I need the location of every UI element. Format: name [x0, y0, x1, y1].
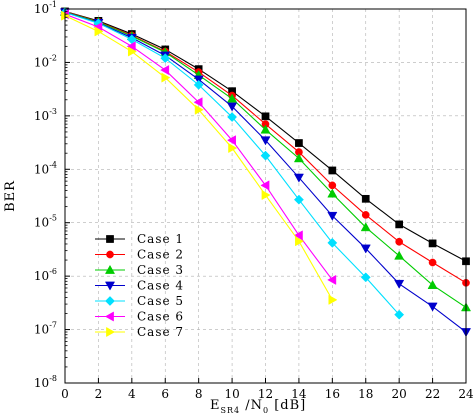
data-point [361, 211, 370, 219]
x-tick-label: 2 [95, 387, 103, 401]
y-tick-label: 10-1 [34, 0, 57, 16]
legend-label: Case 1 [137, 232, 184, 246]
legend-label: Case 6 [137, 310, 184, 324]
legend-label: Case 2 [137, 248, 184, 262]
data-point [260, 136, 271, 146]
data-point [194, 104, 204, 115]
data-point [127, 46, 137, 57]
data-point [428, 258, 437, 267]
data-point [328, 166, 337, 175]
data-point [394, 309, 405, 320]
legend-marker [104, 281, 116, 291]
legend-entry: Case 7 [95, 325, 184, 339]
data-point [261, 189, 271, 201]
data-point [226, 135, 236, 146]
legend-entry: Case 2 [95, 248, 184, 262]
x-tick-label: 12 [258, 387, 273, 401]
data-point [193, 79, 204, 90]
data-point [360, 222, 371, 232]
data-point [327, 274, 337, 285]
x-tick-label: 18 [358, 387, 373, 401]
data-point [361, 194, 370, 203]
data-point [394, 279, 405, 289]
series-7 [61, 10, 338, 305]
legend-entry: Case 1 [95, 232, 184, 246]
data-point [327, 188, 338, 198]
y-tick-label: 10-8 [34, 374, 57, 390]
data-point [295, 139, 303, 147]
data-point [260, 124, 271, 134]
x-tick-label: 6 [161, 387, 169, 401]
data-point [427, 302, 438, 312]
legend-label: Case 4 [137, 279, 184, 293]
data-point [161, 72, 171, 83]
data-point [360, 272, 371, 283]
data-point [395, 237, 404, 246]
data-point [260, 180, 270, 191]
data-point [193, 97, 203, 108]
legend-entry: Case 6 [95, 310, 184, 324]
x-tick-label: 14 [291, 387, 307, 401]
y-tick-label: 10-6 [34, 267, 57, 283]
axes: 0 2 4 6 8 10 12 14 16 18 20 22 2410-110-210-310-410-… [34, 0, 474, 401]
x-tick-label: 0 [61, 387, 69, 401]
x-tick-label: 10 [224, 387, 239, 401]
legend-marker [106, 326, 116, 338]
data-point [395, 220, 404, 229]
y-tick-label: 10-5 [34, 214, 57, 230]
data-point [427, 279, 438, 289]
data-point [227, 112, 238, 123]
data-point [394, 250, 405, 260]
data-point [160, 65, 170, 76]
data-point [428, 239, 437, 248]
legend-marker [105, 296, 115, 306]
legend-marker [106, 250, 114, 259]
x-axis-label: ESR4 /N0 [dB] [210, 398, 306, 414]
data-point [160, 53, 171, 64]
data-point [360, 244, 371, 254]
data-point [94, 26, 104, 37]
legend-entry: Case 5 [95, 294, 184, 308]
legend-marker [106, 235, 114, 243]
data-point [293, 173, 304, 183]
legend-marker [104, 264, 116, 274]
y-tick-label: 10-4 [34, 160, 57, 176]
legend-label: Case 7 [137, 325, 184, 339]
legend-entry: Case 3 [95, 263, 184, 277]
legend-entry: Case 4 [95, 279, 184, 293]
legend-label: Case 5 [137, 294, 184, 308]
data-point [293, 230, 303, 241]
y-tick-label: 10-3 [34, 107, 57, 123]
y-tick-label: 10-2 [34, 53, 57, 69]
data-point [260, 150, 271, 161]
data-point [228, 142, 238, 154]
data-point [261, 112, 270, 121]
x-tick-label: 22 [425, 387, 440, 401]
series-6 [59, 9, 337, 285]
legend-label: Case 3 [137, 263, 184, 277]
data-point [293, 194, 304, 205]
x-tick-label: 16 [325, 387, 340, 401]
data-point [227, 102, 238, 112]
y-tick-label: 10-7 [34, 321, 57, 337]
data-point [327, 237, 338, 248]
data-point [327, 211, 338, 221]
y-axis-label: BER [3, 180, 18, 212]
x-tick-label: 20 [392, 387, 407, 401]
x-tick-label: 4 [128, 387, 136, 401]
legend-marker [104, 311, 114, 322]
data-point [295, 236, 305, 247]
x-tick-label: 24 [458, 387, 474, 401]
data-point [293, 153, 304, 163]
x-tick-label: 8 [195, 387, 203, 401]
data-point [227, 93, 238, 103]
data-point [328, 294, 338, 305]
data-point [328, 181, 337, 190]
